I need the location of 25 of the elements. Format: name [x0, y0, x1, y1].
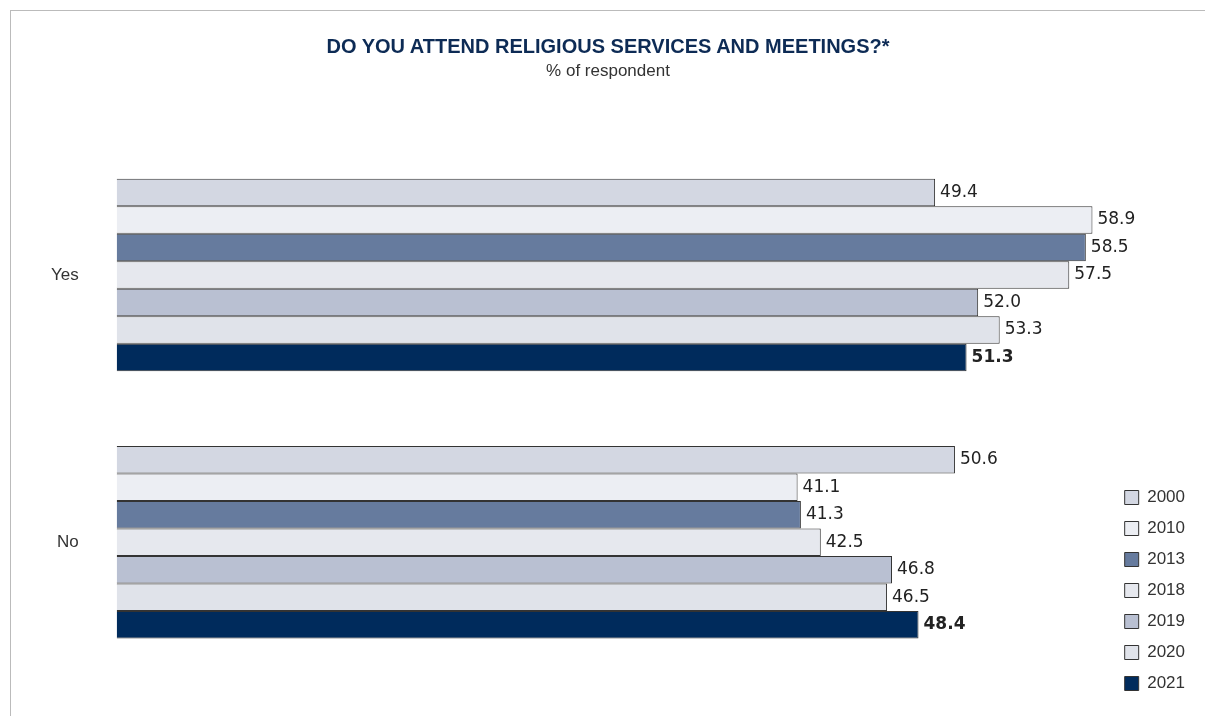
- chart-title: DO YOU ATTEND RELIGIOUS SERVICES AND MEETINGS?*: [326, 34, 890, 57]
- data-label: 42.5: [825, 530, 864, 551]
- y-tick-label: No: [57, 531, 79, 551]
- legend-label: 2010: [1147, 518, 1186, 538]
- data-label: 57.5: [1074, 263, 1113, 284]
- data-label: 41.3: [805, 503, 844, 524]
- data-label: 41.1: [802, 475, 841, 496]
- legend-label: 2019: [1147, 611, 1186, 631]
- legend-label: 2000: [1147, 487, 1186, 507]
- chart-subtitle: % of respondent: [546, 60, 671, 80]
- data-label: 53.3: [1004, 318, 1043, 339]
- data-label: 49.4: [940, 180, 978, 201]
- y-tick-label: Yes: [51, 264, 79, 284]
- legend-label: 2021: [1147, 673, 1186, 693]
- data-label: 51.3: [971, 345, 1014, 366]
- data-label: 52.0: [983, 290, 1022, 311]
- data-label: 48.4: [923, 613, 966, 634]
- data-label: 46.5: [892, 585, 930, 606]
- data-label: 50.6: [959, 448, 998, 469]
- legend-label: 2020: [1147, 642, 1186, 662]
- legend-label: 2018: [1147, 580, 1186, 600]
- legend-label: 2013: [1147, 549, 1186, 569]
- data-label: 58.5: [1090, 235, 1129, 256]
- data-label: 58.9: [1097, 208, 1136, 229]
- data-label: 46.8: [897, 558, 935, 579]
